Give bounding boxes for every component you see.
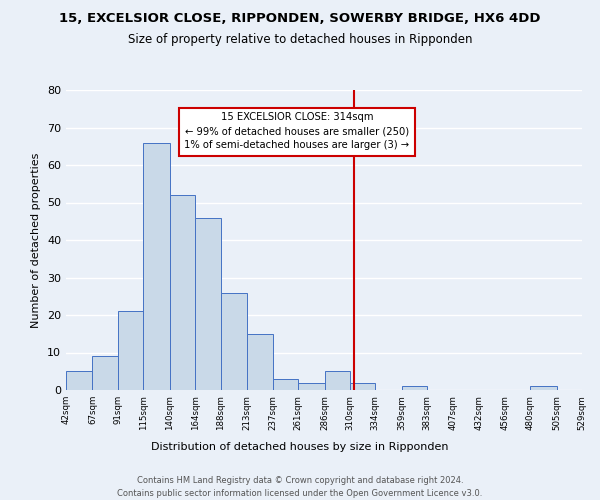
Bar <box>143 142 170 390</box>
Bar <box>298 382 325 390</box>
Bar <box>118 311 143 390</box>
Text: 15 EXCELSIOR CLOSE: 314sqm
← 99% of detached houses are smaller (250)
1% of semi: 15 EXCELSIOR CLOSE: 314sqm ← 99% of deta… <box>184 112 410 150</box>
Text: Size of property relative to detached houses in Ripponden: Size of property relative to detached ho… <box>128 32 472 46</box>
Bar <box>195 218 221 390</box>
Bar <box>350 382 376 390</box>
Bar <box>402 386 427 390</box>
Bar <box>221 292 247 390</box>
Bar <box>247 334 272 390</box>
Text: Distribution of detached houses by size in Ripponden: Distribution of detached houses by size … <box>151 442 449 452</box>
Bar <box>272 379 298 390</box>
Bar <box>325 371 350 390</box>
Y-axis label: Number of detached properties: Number of detached properties <box>31 152 41 328</box>
Bar <box>92 356 118 390</box>
Bar <box>170 195 195 390</box>
Bar <box>66 371 92 390</box>
Text: 15, EXCELSIOR CLOSE, RIPPONDEN, SOWERBY BRIDGE, HX6 4DD: 15, EXCELSIOR CLOSE, RIPPONDEN, SOWERBY … <box>59 12 541 26</box>
Bar <box>530 386 557 390</box>
Text: Contains HM Land Registry data © Crown copyright and database right 2024.
Contai: Contains HM Land Registry data © Crown c… <box>118 476 482 498</box>
